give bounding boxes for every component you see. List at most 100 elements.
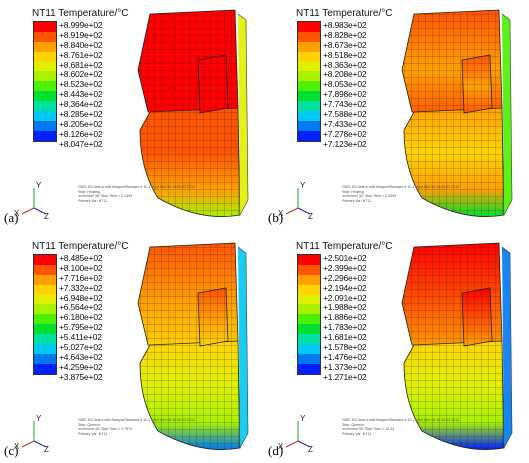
odb-info-line: Primary Var: NT11 xyxy=(342,431,372,436)
legend-swatch xyxy=(34,324,56,335)
legend-swatch xyxy=(34,71,56,82)
color-legend xyxy=(297,254,321,375)
fe-model-render xyxy=(137,9,249,217)
legend-value: +1.476e+02 xyxy=(323,351,367,362)
legend-swatch xyxy=(298,353,320,364)
legend-value: +8.363e+02 xyxy=(323,59,367,70)
legend-value: +6.564e+02 xyxy=(59,302,103,313)
legend-value: +7.123e+02 xyxy=(323,138,367,149)
legend-swatch xyxy=(34,334,56,345)
legend-value: +7.278e+02 xyxy=(323,128,367,139)
legend-value: +8.205e+02 xyxy=(59,118,103,129)
legend-values: +2.501e+02 +2.399e+02 +2.296e+02 +2.194e+02… xyxy=(323,253,367,383)
svg-text:Z: Z xyxy=(308,445,313,453)
legend-swatch xyxy=(34,41,56,52)
legend-value: +8.364e+02 xyxy=(59,99,103,110)
legend-values: +8.999e+02 +8.919e+02 +8.840e+02 +8.761e+02… xyxy=(59,20,103,150)
contour-panel: Y X Z NT11 Temperature/°C +2.501e+02 +2.399e+… xyxy=(264,233,526,463)
legend-value: +8.518e+02 xyxy=(323,49,367,60)
legend-value: +1.783e+02 xyxy=(323,322,367,333)
odb-info: ODB: D3-heat-c.odb Abaqus/Standard 6.10-… xyxy=(78,418,195,436)
odb-info-line: Step: Quench xyxy=(78,422,100,427)
fe-model-render xyxy=(137,242,249,450)
legend-swatch xyxy=(34,91,56,102)
legend-swatch xyxy=(298,344,320,354)
legend-value: +1.988e+02 xyxy=(323,302,367,313)
svg-text:X: X xyxy=(14,442,20,451)
svg-text:Z: Z xyxy=(44,212,49,220)
legend-values: +8.485e+02 +8.100e+02 +7.716e+02 +7.332e+02… xyxy=(59,253,103,383)
legend-swatch xyxy=(298,22,320,32)
svg-text:Y: Y xyxy=(36,414,42,423)
odb-info-line: Increment 36: Step Time = 0.1499 xyxy=(78,194,133,199)
legend-value: +1.578e+02 xyxy=(323,342,367,353)
legend-swatch xyxy=(34,111,56,121)
legend-swatch xyxy=(34,81,56,92)
legend-value: +2.501e+02 xyxy=(323,253,367,263)
axis-triad-icon: Y X Z xyxy=(278,181,313,220)
odb-info-line: Primary Var: NT11 xyxy=(78,431,108,436)
legend-swatch xyxy=(298,51,320,62)
axis-triad-icon: Y X Z xyxy=(14,181,49,220)
svg-text:X: X xyxy=(14,209,20,218)
odb-info-line: Increment 48: Step Time = 0.7970 xyxy=(78,427,133,432)
legend-swatch xyxy=(298,304,320,315)
svg-text:Y: Y xyxy=(300,414,306,423)
odb-info-line: Increment 52: Step Time = 0.3999 xyxy=(342,194,397,199)
legend-value: +1.681e+02 xyxy=(323,332,367,343)
legend-value: +7.898e+02 xyxy=(323,89,367,100)
legend-swatch xyxy=(34,101,56,112)
contour-panel: Y X Z NT11 Temperature/°C +8.999e+02 +8.919e+… xyxy=(0,0,262,230)
svg-text:Z: Z xyxy=(44,445,49,453)
subfigure-label: (c) xyxy=(4,443,19,458)
odb-info-line: Step: Heating xyxy=(78,189,100,194)
legend-value: +7.716e+02 xyxy=(59,272,103,283)
legend-value: +5.027e+02 xyxy=(59,342,103,353)
legend-value: +8.983e+02 xyxy=(323,20,367,30)
fe-model-render xyxy=(401,242,513,450)
axis-triad-icon: Y X Z xyxy=(14,414,49,453)
legend-value: +8.047e+02 xyxy=(59,138,103,149)
legend-swatch xyxy=(298,41,320,52)
legend-swatch xyxy=(298,314,320,325)
legend-swatch xyxy=(34,120,56,131)
legend-swatch xyxy=(34,51,56,62)
legend-swatch xyxy=(34,264,56,275)
legend-swatch xyxy=(34,294,56,305)
legend-swatch xyxy=(34,353,56,364)
legend-title: NT11 Temperature/°C xyxy=(296,241,393,252)
legend-value: +8.443e+02 xyxy=(59,89,103,100)
legend-swatch xyxy=(298,255,320,265)
legend-swatch xyxy=(34,314,56,325)
legend-swatch xyxy=(298,61,320,72)
contour-panel: Y X Z NT11 Temperature/°C +8.485e+02 +8.100e+… xyxy=(0,233,262,463)
legend-value: +2.296e+02 xyxy=(323,272,367,283)
legend-swatch xyxy=(298,111,320,121)
legend-value: +6.948e+02 xyxy=(59,292,103,303)
legend-value: +8.681e+02 xyxy=(59,59,103,70)
legend-value: +5.795e+02 xyxy=(59,322,103,333)
subfigure-label: (b) xyxy=(268,210,284,225)
contour-panel: Y X Z NT11 Temperature/°C +8.983e+02 +8.828e+… xyxy=(264,0,526,230)
legend-value: +4.259e+02 xyxy=(59,361,103,372)
odb-info-line: Primary Var: NT11 xyxy=(342,198,372,203)
legend-swatch xyxy=(34,344,56,354)
legend-swatch xyxy=(298,334,320,345)
legend-value: +2.091e+02 xyxy=(323,292,367,303)
legend-swatch xyxy=(34,22,56,32)
legend-value: +8.919e+02 xyxy=(59,29,103,40)
legend-value: +7.332e+02 xyxy=(59,282,103,293)
legend-value: +8.053e+02 xyxy=(323,79,367,90)
fe-model-render xyxy=(401,9,513,217)
legend-swatch xyxy=(298,324,320,335)
legend-value: +8.761e+02 xyxy=(59,49,103,60)
legend-value: +7.588e+02 xyxy=(323,109,367,120)
legend-title: NT11 Temperature/°C xyxy=(32,241,129,252)
legend-swatch xyxy=(298,31,320,42)
legend-swatch xyxy=(34,61,56,72)
odb-info-line: Increment 95: Step Time = 12.33 xyxy=(342,427,395,432)
legend-swatch xyxy=(298,120,320,131)
legend-value: +8.602e+02 xyxy=(59,69,103,80)
legend-value: +8.999e+02 xyxy=(59,20,103,30)
legend-value: +5.411e+02 xyxy=(59,332,102,343)
